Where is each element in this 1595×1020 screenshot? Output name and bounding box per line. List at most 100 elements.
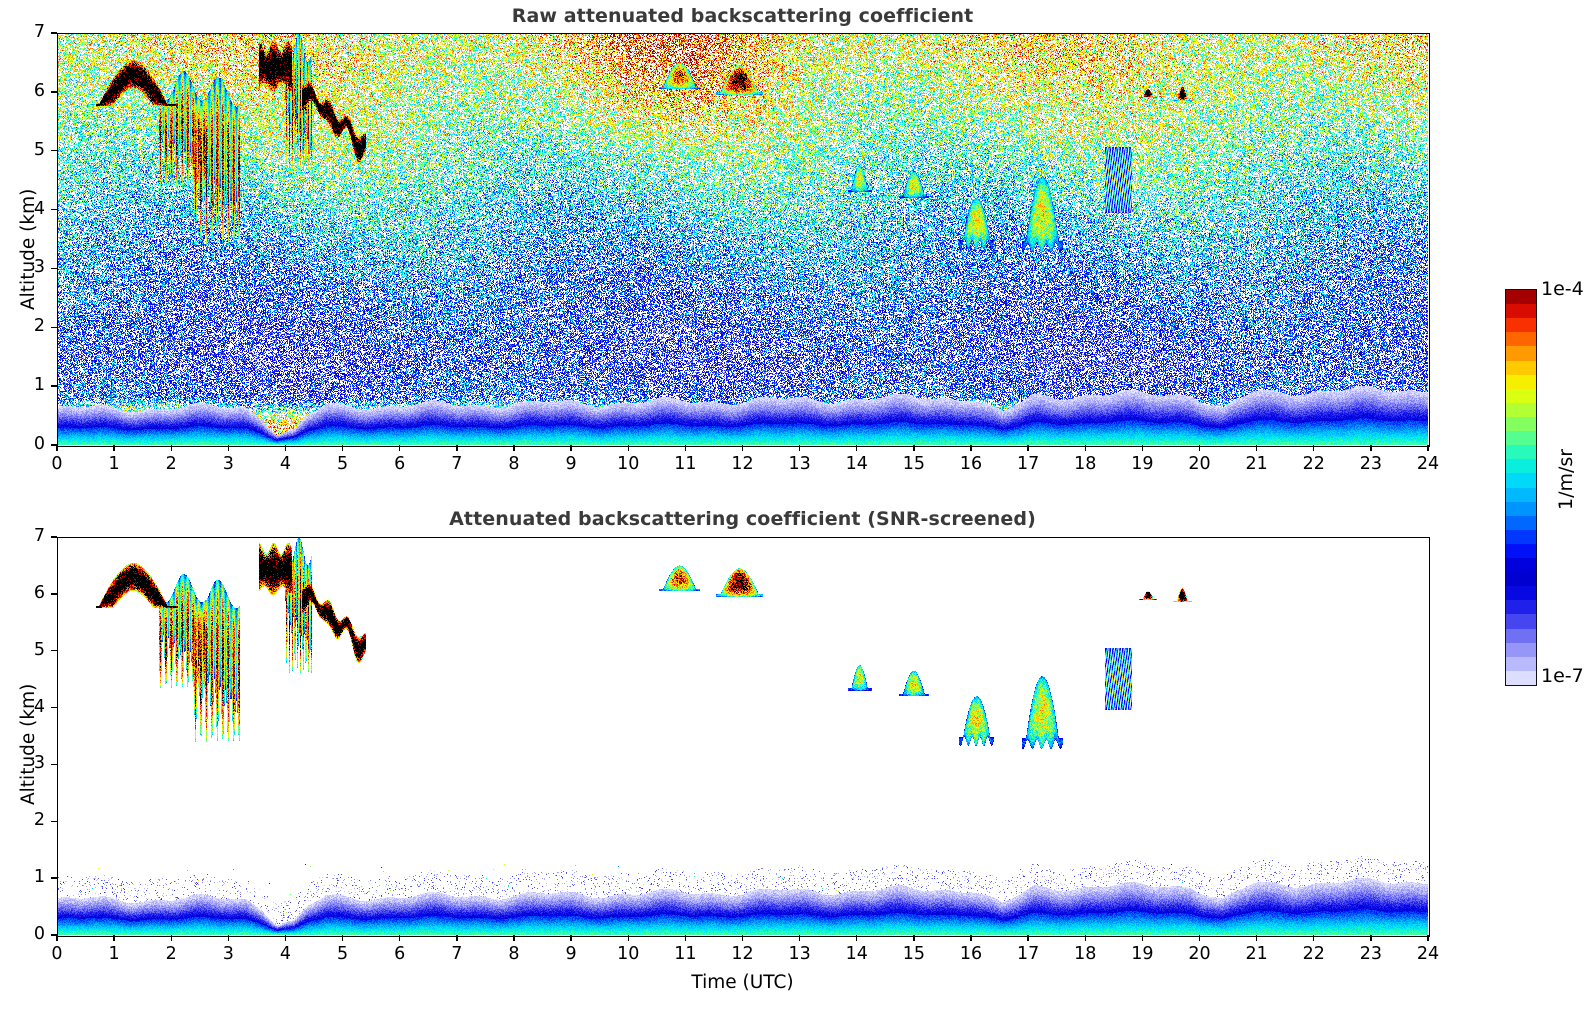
x-tick-label: 16 [959, 454, 983, 474]
colorbar [1505, 289, 1537, 686]
x-tick-label: 20 [1188, 944, 1211, 964]
x-tick-label: 4 [279, 944, 292, 964]
x-tick-label: 24 [1416, 454, 1440, 474]
x-tickmark [1027, 445, 1029, 451]
x-tickmark [627, 935, 629, 941]
x-tick-label: 13 [788, 454, 811, 474]
y-tick-label: 7 [33, 22, 45, 42]
y-tick-label: 6 [33, 80, 45, 101]
x-tick-label: 14 [845, 454, 868, 474]
x-tickmark [856, 935, 858, 941]
x-tick-label: 22 [1302, 944, 1325, 964]
x-tick-label: 12 [731, 454, 754, 474]
y-tickmark [51, 593, 57, 595]
x-tickmark [570, 935, 572, 941]
heatmap-raw [57, 33, 1428, 445]
y-tick-label: 0 [33, 924, 45, 944]
x-tick-label: 15 [902, 944, 926, 964]
x-tick-label: 19 [1131, 944, 1154, 964]
y-tick-label: 2 [33, 810, 45, 831]
x-tick-label: 11 [674, 454, 697, 474]
x-tickmark [399, 445, 401, 451]
x-tickmark [1370, 935, 1372, 941]
x-tickmark [1370, 445, 1372, 451]
x-tickmark [1084, 935, 1086, 941]
x-tickmark [856, 445, 858, 451]
x-tickmark [456, 445, 458, 451]
x-tickmark [570, 445, 572, 451]
x-tickmark [170, 445, 172, 451]
y-tick-label: 2 [33, 316, 45, 337]
x-tickmark [1313, 445, 1315, 451]
x-tickmark [1084, 445, 1086, 451]
y-tickmark [51, 91, 57, 93]
y-tickmark [51, 385, 57, 387]
x-tickmark [913, 445, 915, 451]
x-tickmark [284, 445, 287, 451]
x-tickmark [1198, 445, 1201, 451]
x-tick-label: 21 [1245, 944, 1268, 964]
x-tick-label: 6 [394, 944, 406, 964]
x-tickmark [1141, 445, 1144, 451]
x-tick-label: 5 [337, 454, 349, 474]
y-tick-label: 6 [33, 582, 45, 603]
x-tick-label: 2 [165, 944, 177, 964]
x-tickmark [741, 935, 744, 941]
x-tickmark [113, 935, 115, 941]
y-tickmark [51, 150, 57, 152]
x-tickmark [341, 935, 344, 941]
x-tick-label: 15 [902, 454, 926, 474]
x-tick-label: 2 [165, 454, 177, 474]
x-tickmark [1427, 935, 1429, 941]
x-tickmark [399, 935, 401, 941]
x-tick-label: 0 [51, 454, 63, 474]
x-tickmark [798, 935, 801, 941]
y-tick-label: 4 [33, 198, 45, 219]
x-tick-label: 4 [279, 454, 292, 474]
x-tick-label: 24 [1416, 944, 1440, 964]
panel-title-raw: Raw attenuated backscattering coefficien… [511, 5, 974, 27]
x-tickmark [798, 445, 801, 451]
y-tick-label: 7 [33, 526, 45, 546]
x-tick-label: 18 [1074, 454, 1097, 474]
x-tick-label: 14 [845, 944, 868, 964]
x-tick-label: 23 [1359, 944, 1383, 964]
x-tick-label: 1 [108, 944, 120, 964]
y-tickmark [51, 444, 57, 446]
x-tickmark [970, 445, 972, 451]
y-tickmark [51, 267, 57, 270]
y-tick-label: 1 [33, 867, 45, 888]
x-tick-label: 7 [451, 944, 463, 964]
y-tick-label: 0 [33, 434, 45, 454]
x-tickmark [1027, 935, 1029, 941]
y-tick-label: 1 [33, 375, 45, 396]
y-tickmark [51, 706, 57, 709]
y-tick-label: 3 [33, 753, 45, 774]
x-tick-label: 8 [508, 944, 520, 964]
y-tickmark [51, 208, 57, 211]
x-tick-label: 9 [565, 944, 577, 964]
x-tickmark [913, 935, 915, 941]
x-tickmark [113, 445, 115, 451]
x-tickmark [341, 445, 344, 451]
y-tickmark [51, 877, 57, 879]
x-tick-label: 23 [1359, 454, 1383, 474]
x-tick-label: 20 [1188, 454, 1211, 474]
x-tickmark [1255, 445, 1258, 451]
x-tick-label: 19 [1131, 454, 1154, 474]
ylabel-raw: Altitude (km) [18, 188, 39, 310]
x-tick-label: 17 [1016, 944, 1040, 964]
x-tickmark [1141, 935, 1144, 941]
y-tickmark [51, 326, 57, 328]
colorbar-min-label: 1e-7 [1541, 665, 1584, 687]
y-tickmark [51, 763, 57, 766]
x-tickmark [684, 935, 687, 941]
y-tick-label: 5 [33, 639, 45, 660]
y-tick-label: 3 [33, 257, 45, 278]
x-tick-label: 3 [222, 454, 234, 474]
x-tickmark [1427, 445, 1429, 451]
x-tick-label: 1 [108, 454, 120, 474]
colorbar-max-label: 1e-4 [1541, 278, 1584, 300]
x-tickmark [741, 445, 744, 451]
x-tick-label: 17 [1016, 454, 1040, 474]
